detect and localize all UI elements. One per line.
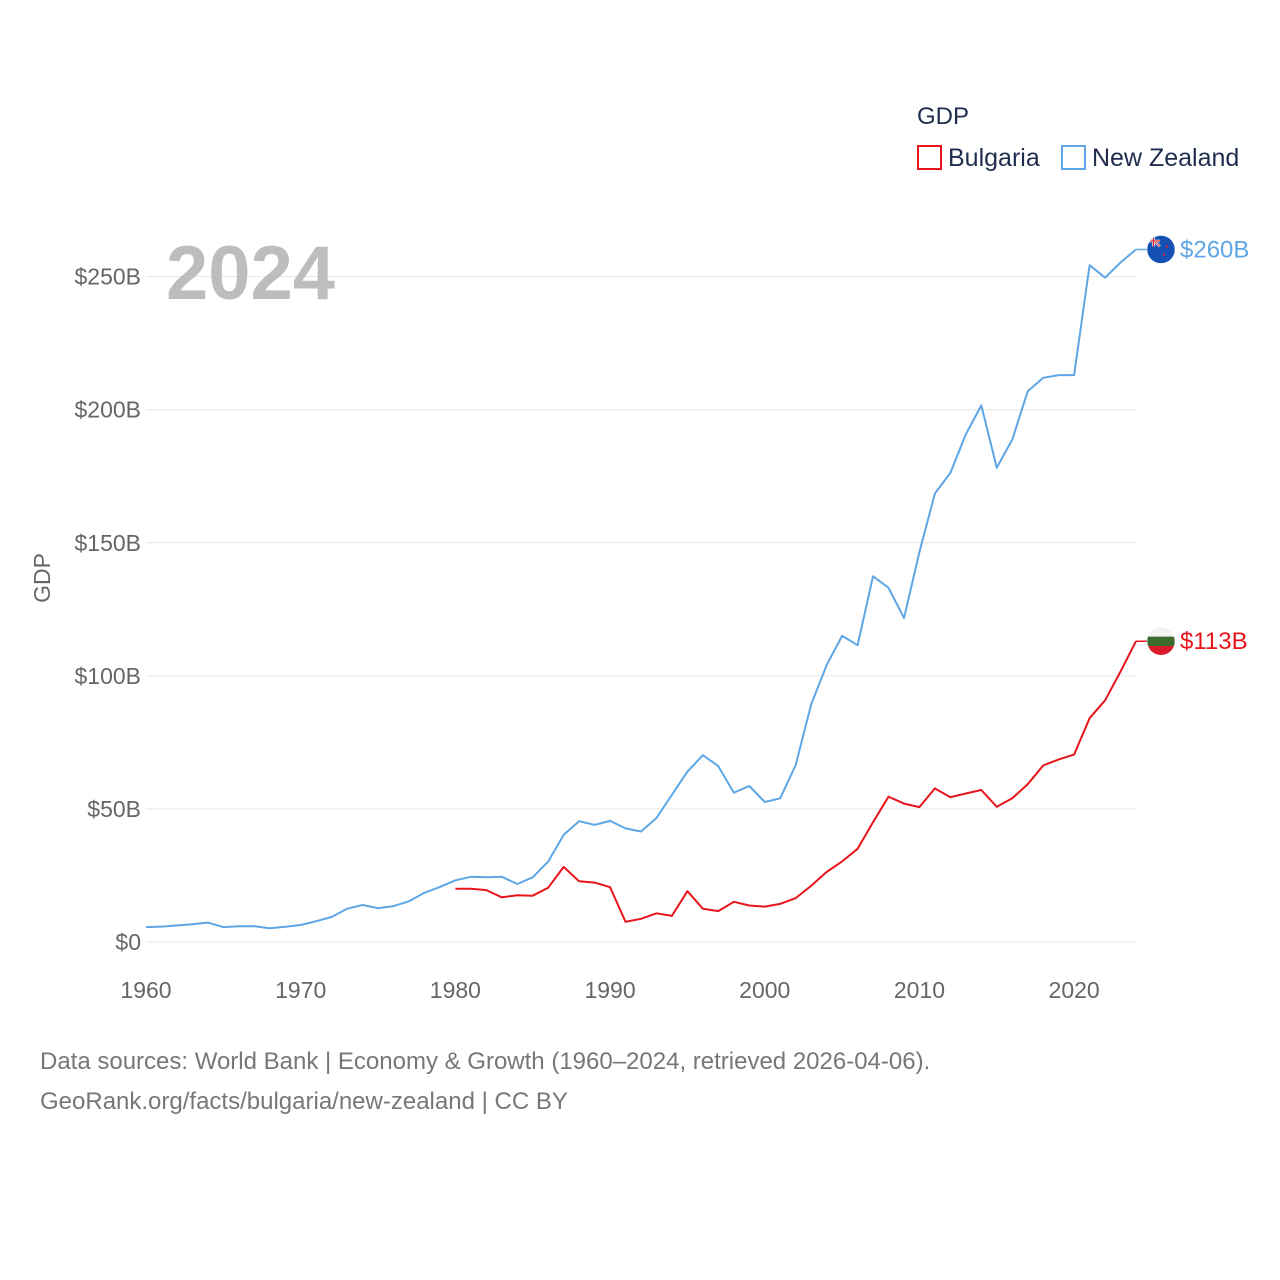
y-tick-label: $0 <box>115 929 141 955</box>
y-tick-label: $200B <box>74 397 141 423</box>
series-end-labels: $113B $260B <box>1136 235 1249 656</box>
legend: GDP Bulgaria New Zealand <box>917 103 1239 172</box>
legend-item-bulgaria[interactable]: Bulgaria <box>917 144 1040 172</box>
end-label-bulgaria: $113B <box>1180 628 1248 655</box>
legend-swatch-bulgaria <box>917 145 942 170</box>
bulgaria-flag-icon <box>1147 627 1175 656</box>
x-tick-label: 1960 <box>120 977 171 1003</box>
x-tick-label: 1980 <box>430 977 481 1003</box>
y-axis-ticks: $0 $50B $100B $150B $200B $250B <box>74 264 141 955</box>
series-line-bulgaria[interactable] <box>455 640 1137 923</box>
x-axis-ticks: 1960 1970 1980 1990 2000 2010 2020 <box>120 977 1099 1003</box>
x-tick-label: 1990 <box>584 977 635 1003</box>
series-line-new-zealand[interactable] <box>145 248 1137 930</box>
y-tick-label: $50B <box>87 796 141 822</box>
x-tick-label: 2020 <box>1049 977 1100 1003</box>
gridlines <box>146 276 1136 943</box>
y-axis-title: GDP <box>29 553 55 603</box>
series-lines <box>145 248 1137 930</box>
y-tick-label: $100B <box>74 663 141 689</box>
footer-sources: Data sources: World Bank | Economy & Gro… <box>40 1048 931 1075</box>
x-tick-label: 1970 <box>275 977 326 1003</box>
footer: Data sources: World Bank | Economy & Gro… <box>40 1042 1240 1122</box>
y-tick-label: $250B <box>74 264 141 290</box>
legend-label-new-zealand: New Zealand <box>1092 144 1239 172</box>
y-tick-label: $150B <box>74 530 141 556</box>
legend-item-new-zealand[interactable]: New Zealand <box>1061 144 1239 172</box>
x-tick-label: 2000 <box>739 977 790 1003</box>
legend-title: GDP <box>917 103 969 130</box>
footer-link[interactable]: GeoRank.org/facts/bulgaria/new-zealand |… <box>40 1088 568 1115</box>
year-label: 2024 <box>166 231 335 316</box>
legend-label-bulgaria: Bulgaria <box>948 144 1040 172</box>
end-label-new-zealand: $260B <box>1180 236 1249 263</box>
flag-outline <box>1146 626 1176 656</box>
flag-outline <box>1146 235 1176 264</box>
legend-swatch-new-zealand <box>1061 145 1086 170</box>
x-tick-label: 2010 <box>894 977 945 1003</box>
gdp-line-chart: $0$50B$100B$150B$200B$250B 1960 1970 1980 1… <box>29 103 1249 1003</box>
